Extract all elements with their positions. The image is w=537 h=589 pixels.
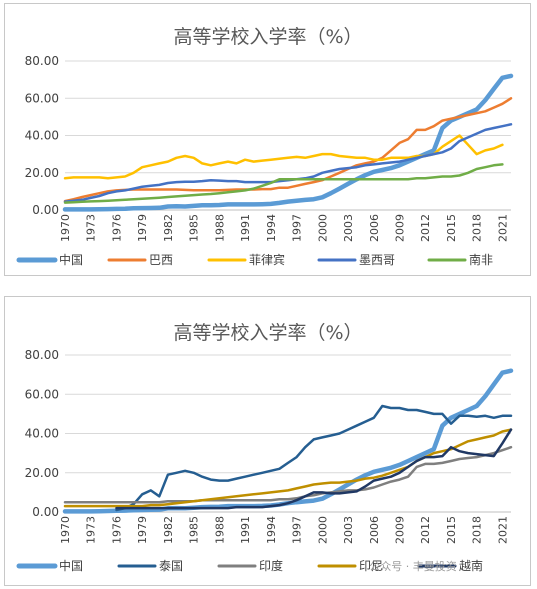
y-tick-label: 60.00 <box>25 387 59 401</box>
x-tick-label: 2003 <box>342 214 355 242</box>
y-tick-label: 20.00 <box>25 466 59 480</box>
legend-label: 巴西 <box>149 253 173 267</box>
x-tick-label: 2012 <box>419 516 432 544</box>
x-tick-label: 1979 <box>136 516 149 544</box>
x-tick-label: 1997 <box>291 214 304 242</box>
x-tick-label: 2018 <box>471 214 484 242</box>
x-tick-label: 1994 <box>265 214 278 242</box>
x-tick-label: 2012 <box>419 214 432 242</box>
chart-panel-top: 高等学校入学率（%） 0.00 20.00 40.00 60.00 80.00 1970 19… <box>4 3 531 276</box>
chart-panel-bottom: 高等学校入学率（%） 0.00 20.00 40.00 60.00 80.00 1970 19… <box>4 296 531 586</box>
legend-label: 越南 <box>459 558 483 573</box>
y-tick-label: 0.00 <box>32 505 59 519</box>
chart-top: 高等学校入学率（%） 0.00 20.00 40.00 60.00 80.00 1970 19… <box>16 26 514 267</box>
y-tick-label: 80.00 <box>25 348 59 362</box>
x-tick-label: 1994 <box>265 516 278 544</box>
legend-label: 泰国 <box>159 559 183 573</box>
x-tick-label: 2000 <box>316 214 329 242</box>
x-tick-label: 1976 <box>110 214 123 242</box>
series-line-2 <box>63 445 513 504</box>
legend-label: 中国 <box>59 252 83 267</box>
x-tick-label: 2003 <box>342 516 355 544</box>
chart-bottom: 高等学校入学率（%） 0.00 20.00 40.00 60.00 80.00 1970 19… <box>16 322 514 573</box>
x-tick-label: 1991 <box>239 214 252 242</box>
x-tick-label: 2006 <box>368 214 381 242</box>
legend-label: 菲律宾 <box>249 252 285 267</box>
y-tick-label: 80.00 <box>25 54 59 68</box>
x-tick-label: 2000 <box>316 516 329 544</box>
x-tick-label: 2009 <box>394 516 407 544</box>
y-tick-label: 20.00 <box>25 166 59 180</box>
series-line-0 <box>62 73 514 212</box>
x-tick-label: 1988 <box>213 516 226 544</box>
legend-label: 南非 <box>469 252 493 267</box>
x-tick-label: 2006 <box>368 516 381 544</box>
x-tick-label: 1988 <box>213 214 226 242</box>
x-tick-label: 1970 <box>59 516 72 544</box>
series-line-1 <box>63 97 513 203</box>
y-tick-label: 60.00 <box>25 91 59 105</box>
watermark-text: 公众号 · 丰曼投资 <box>369 559 457 573</box>
x-tick-label: 1982 <box>162 516 175 544</box>
x-tick-label: 2021 <box>496 516 509 544</box>
chart-title: 高等学校入学率（%） <box>173 26 362 48</box>
x-tick-label: 2015 <box>445 214 458 242</box>
series-line-1 <box>115 404 513 512</box>
y-tick-label: 40.00 <box>25 427 59 441</box>
x-tick-label: 1970 <box>59 214 72 242</box>
x-tick-label: 2018 <box>471 516 484 544</box>
chart-title: 高等学校入学率（%） <box>173 322 362 344</box>
series-line-3 <box>63 428 513 508</box>
x-tick-label: 2021 <box>496 214 509 242</box>
y-tick-label: 0.00 <box>32 203 59 217</box>
x-tick-label: 1973 <box>85 516 98 544</box>
x-tick-label: 1982 <box>162 214 175 242</box>
series-line-4 <box>115 428 513 510</box>
y-tick-label: 40.00 <box>25 129 59 143</box>
x-tick-label: 1985 <box>188 516 201 544</box>
x-tick-label: 1997 <box>291 516 304 544</box>
x-tick-label: 2015 <box>445 516 458 544</box>
legend-label: 印度 <box>259 558 283 573</box>
legend-label: 印尼 <box>359 559 383 573</box>
series-line-4 <box>63 163 504 204</box>
x-tick-label: 1985 <box>188 214 201 242</box>
x-tick-label: 1991 <box>239 516 252 544</box>
legend-label: 墨西哥 <box>359 253 395 267</box>
x-tick-label: 2009 <box>394 214 407 242</box>
legend-label: 中国 <box>59 558 83 573</box>
x-tick-label: 1973 <box>85 214 98 242</box>
x-tick-label: 1979 <box>136 214 149 242</box>
x-tick-label: 1976 <box>110 516 123 544</box>
